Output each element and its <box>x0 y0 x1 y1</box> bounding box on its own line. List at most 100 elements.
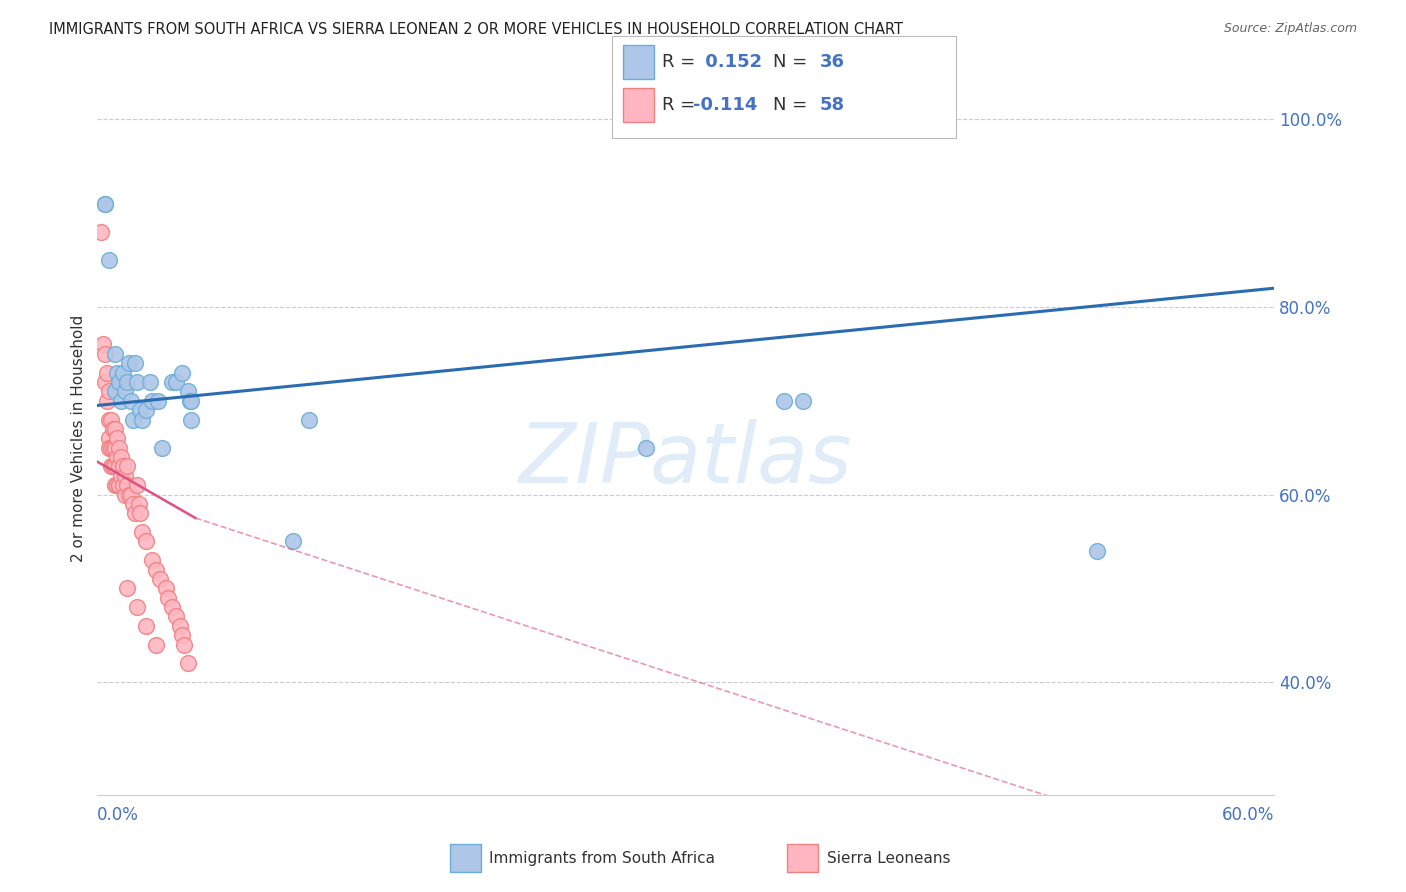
Point <box>108 441 131 455</box>
Point <box>170 628 193 642</box>
Text: 36: 36 <box>820 54 845 71</box>
Point <box>170 366 193 380</box>
Point <box>110 468 132 483</box>
Point <box>101 441 124 455</box>
Text: -0.114: -0.114 <box>693 96 758 114</box>
Point <box>118 356 141 370</box>
Text: Source: ZipAtlas.com: Source: ZipAtlas.com <box>1223 22 1357 36</box>
Point <box>125 600 148 615</box>
Point <box>104 459 127 474</box>
Point <box>156 591 179 605</box>
Point <box>125 478 148 492</box>
Point <box>115 459 138 474</box>
Text: Immigrants from South Africa: Immigrants from South Africa <box>489 851 716 865</box>
Point <box>129 403 152 417</box>
Point <box>101 422 124 436</box>
Point <box>125 375 148 389</box>
Point <box>90 225 112 239</box>
Point <box>179 393 201 408</box>
Point <box>131 412 153 426</box>
Point <box>94 347 117 361</box>
Point <box>114 487 136 501</box>
Point <box>91 337 114 351</box>
Point <box>135 534 157 549</box>
Point <box>135 619 157 633</box>
Text: R =: R = <box>662 54 702 71</box>
Point <box>101 459 124 474</box>
Point <box>94 375 117 389</box>
Point <box>155 582 177 596</box>
Point <box>105 366 128 380</box>
Point <box>104 478 127 492</box>
Point <box>298 412 321 426</box>
Point <box>104 422 127 436</box>
Point <box>636 441 658 455</box>
Text: 60.0%: 60.0% <box>1222 805 1274 824</box>
Point <box>124 506 146 520</box>
Point <box>120 393 142 408</box>
Point <box>139 375 162 389</box>
Text: IMMIGRANTS FROM SOUTH AFRICA VS SIERRA LEONEAN 2 OR MORE VEHICLES IN HOUSEHOLD C: IMMIGRANTS FROM SOUTH AFRICA VS SIERRA L… <box>49 22 903 37</box>
Point <box>146 393 169 408</box>
Point <box>111 459 134 474</box>
Point <box>111 366 134 380</box>
Text: 0.0%: 0.0% <box>97 805 139 824</box>
Point <box>98 431 121 445</box>
Point <box>121 497 143 511</box>
Point <box>111 478 134 492</box>
Point <box>110 393 132 408</box>
Text: ZIPatlas: ZIPatlas <box>519 419 852 500</box>
Point <box>110 450 132 464</box>
Point <box>100 412 122 426</box>
Point <box>176 384 198 399</box>
Point <box>165 609 187 624</box>
Point <box>135 403 157 417</box>
Point <box>96 366 118 380</box>
Point <box>98 412 121 426</box>
Point <box>1087 543 1109 558</box>
Point <box>98 384 121 399</box>
Point <box>141 393 163 408</box>
Point <box>108 478 131 492</box>
Point <box>98 253 121 268</box>
Text: 0.152: 0.152 <box>699 54 762 71</box>
Point <box>160 600 183 615</box>
Text: N =: N = <box>773 54 813 71</box>
Point <box>176 657 198 671</box>
Point <box>173 638 195 652</box>
Point <box>96 393 118 408</box>
Point <box>118 487 141 501</box>
Point <box>121 412 143 426</box>
Point <box>115 375 138 389</box>
Point <box>145 638 167 652</box>
Point <box>150 441 173 455</box>
Point <box>165 375 187 389</box>
Point <box>124 356 146 370</box>
Point <box>792 393 814 408</box>
Point <box>100 459 122 474</box>
Y-axis label: 2 or more Vehicles in Household: 2 or more Vehicles in Household <box>72 315 86 562</box>
Text: N =: N = <box>773 96 813 114</box>
Point <box>149 572 172 586</box>
Point <box>108 375 131 389</box>
Point <box>283 534 305 549</box>
Point <box>114 468 136 483</box>
Point <box>131 524 153 539</box>
Point <box>104 441 127 455</box>
Point <box>180 412 202 426</box>
Point <box>141 553 163 567</box>
Text: 58: 58 <box>820 96 845 114</box>
Point <box>120 487 142 501</box>
Point <box>94 196 117 211</box>
Point <box>180 393 202 408</box>
Point <box>105 450 128 464</box>
Text: R =: R = <box>662 96 702 114</box>
Point <box>100 441 122 455</box>
Point <box>160 375 183 389</box>
Point <box>128 497 150 511</box>
Point <box>105 478 128 492</box>
Point <box>104 347 127 361</box>
Point <box>108 459 131 474</box>
Point <box>115 478 138 492</box>
Point <box>129 506 152 520</box>
